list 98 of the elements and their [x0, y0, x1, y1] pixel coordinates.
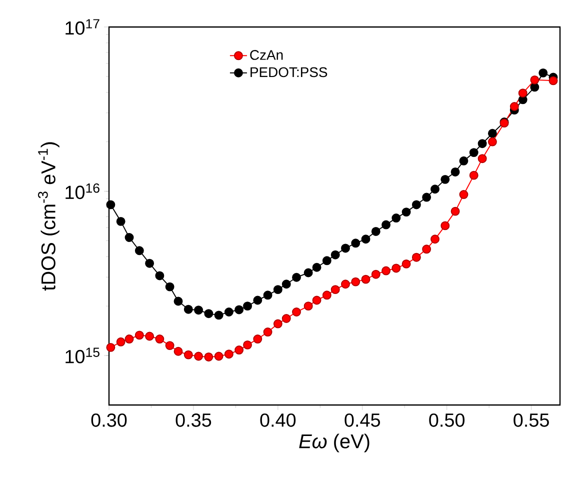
point: [155, 334, 164, 344]
y-tick-label: 10$^{16}$: [66, 183, 100, 200]
point: [124, 334, 134, 344]
point: [488, 137, 497, 146]
point: [174, 346, 183, 356]
point: [204, 352, 214, 362]
point: [165, 341, 174, 350]
point: [361, 274, 370, 284]
point: [488, 128, 497, 138]
point: [371, 226, 380, 236]
point: [292, 308, 301, 316]
point: [224, 308, 234, 316]
point: [194, 352, 204, 361]
point: [422, 244, 432, 254]
y-tick-label: 10$^{15}$: [66, 348, 100, 364]
x-tick-label: 0.45: [344, 413, 380, 427]
point: [134, 330, 144, 340]
point: [351, 238, 360, 248]
point: [253, 334, 262, 344]
point: [214, 352, 224, 361]
point: [330, 250, 340, 260]
point: [224, 350, 234, 359]
point: [243, 340, 252, 350]
point: [124, 233, 134, 242]
legend-label: PEDOT:PSS: [250, 67, 328, 78]
point: [304, 302, 313, 311]
point: [510, 102, 519, 111]
point: [116, 216, 126, 226]
point: [361, 234, 370, 244]
point: [304, 268, 313, 278]
x-tick-label: 0.30: [91, 413, 127, 427]
point: [312, 296, 322, 305]
point: [263, 328, 272, 337]
point: [450, 206, 460, 216]
point: [341, 244, 350, 253]
x-tick-label: 0.35: [176, 413, 212, 427]
point: [243, 302, 252, 311]
x-tick-label: 0.40: [260, 413, 296, 427]
point: [145, 332, 154, 341]
point: [253, 296, 262, 305]
point: [282, 314, 291, 323]
point: [402, 259, 411, 268]
point: [518, 88, 528, 98]
point: [184, 350, 193, 360]
point: [322, 256, 332, 266]
point: [382, 266, 391, 276]
point: [330, 285, 340, 294]
point: [106, 342, 116, 352]
point: [412, 200, 421, 210]
point: [134, 246, 144, 256]
point: [322, 290, 332, 300]
point: [371, 270, 380, 279]
point: [478, 154, 487, 164]
point: [312, 262, 322, 272]
point: [263, 290, 272, 300]
point: [184, 304, 193, 314]
point: [273, 285, 282, 294]
point: [106, 200, 116, 210]
point: [440, 174, 450, 184]
point: [214, 310, 224, 320]
point: [282, 280, 291, 289]
point: [538, 68, 548, 78]
point: [440, 221, 450, 230]
point: [402, 208, 411, 217]
x-tick-label: 0.50: [429, 413, 465, 427]
point: [548, 76, 558, 86]
point: [430, 234, 440, 244]
point: [351, 277, 360, 286]
point: [194, 306, 204, 315]
point: [459, 156, 468, 166]
point: [530, 75, 540, 84]
x-tick-label: 0.55: [514, 413, 549, 427]
point: [478, 139, 487, 148]
point: [469, 148, 478, 158]
point: [430, 184, 440, 194]
legend-label: CzAn: [250, 50, 283, 60]
point: [165, 282, 174, 292]
point: [392, 264, 401, 273]
point: [469, 170, 478, 180]
y-tick-label: 10$^{17}$: [66, 19, 100, 35]
point: [234, 346, 244, 355]
point: [392, 214, 401, 223]
point: [341, 280, 350, 289]
point: [382, 220, 391, 230]
point: [155, 271, 164, 280]
point: [459, 190, 468, 200]
point: [273, 319, 282, 328]
point: [450, 167, 460, 176]
point: [116, 337, 126, 346]
point: [204, 309, 214, 318]
point: [145, 258, 154, 268]
x-axis-title: Eω (eV): [299, 434, 370, 452]
point: [412, 252, 421, 262]
y-axis-title: tDOS (cm$^{-3}$ eV$^{-1}$): [38, 142, 60, 291]
point: [174, 296, 183, 306]
point: [292, 272, 301, 282]
point: [234, 305, 244, 314]
point: [422, 192, 432, 202]
